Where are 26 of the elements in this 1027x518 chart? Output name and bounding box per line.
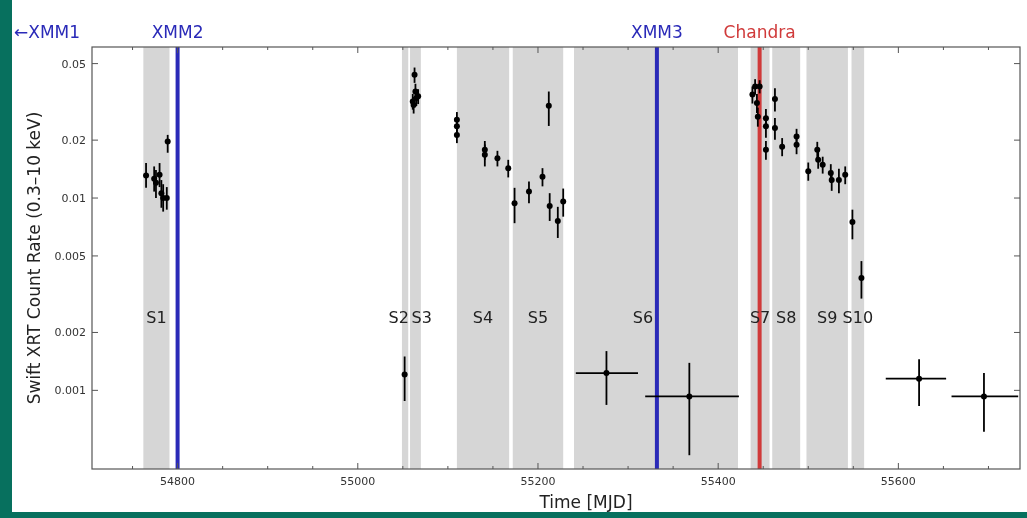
text: ←XMM1 xyxy=(14,22,81,42)
band-label: S6 xyxy=(632,308,654,328)
band-label: S10 xyxy=(842,308,874,328)
y-tick-label: 0.01 xyxy=(61,192,86,206)
x-tick-label: 55400 xyxy=(700,475,736,488)
y-tick-label: 0.002 xyxy=(54,326,86,340)
band-label: S3 xyxy=(411,308,432,328)
band-label: S2 xyxy=(388,308,409,328)
x-tick-label: 54800 xyxy=(160,475,196,488)
band-label: S9 xyxy=(817,308,838,328)
band-label: S4 xyxy=(472,308,494,328)
band-label: S5 xyxy=(527,308,549,328)
ref-line-label: XMM3 xyxy=(631,22,683,42)
y-tick-label: 0.005 xyxy=(54,249,86,263)
ref-line-label: XMM2 xyxy=(151,22,204,42)
band-label: S8 xyxy=(776,308,797,328)
y-tick-label: 0.02 xyxy=(61,134,86,148)
band-label: S1 xyxy=(146,308,167,328)
x-tick-label: 55200 xyxy=(520,475,556,488)
x-axis-title: Time [MJD] xyxy=(538,492,633,512)
x-tick-label: 55000 xyxy=(340,475,376,488)
ref-line-label: Chandra xyxy=(723,22,796,42)
y-axis-title: Swift XRT Count Rate (0.3–10 keV) xyxy=(24,111,44,405)
x-tick-label: 55600 xyxy=(880,475,916,488)
y-tick-label: 0.05 xyxy=(61,57,86,71)
y-tick-label: 0.001 xyxy=(54,384,86,398)
